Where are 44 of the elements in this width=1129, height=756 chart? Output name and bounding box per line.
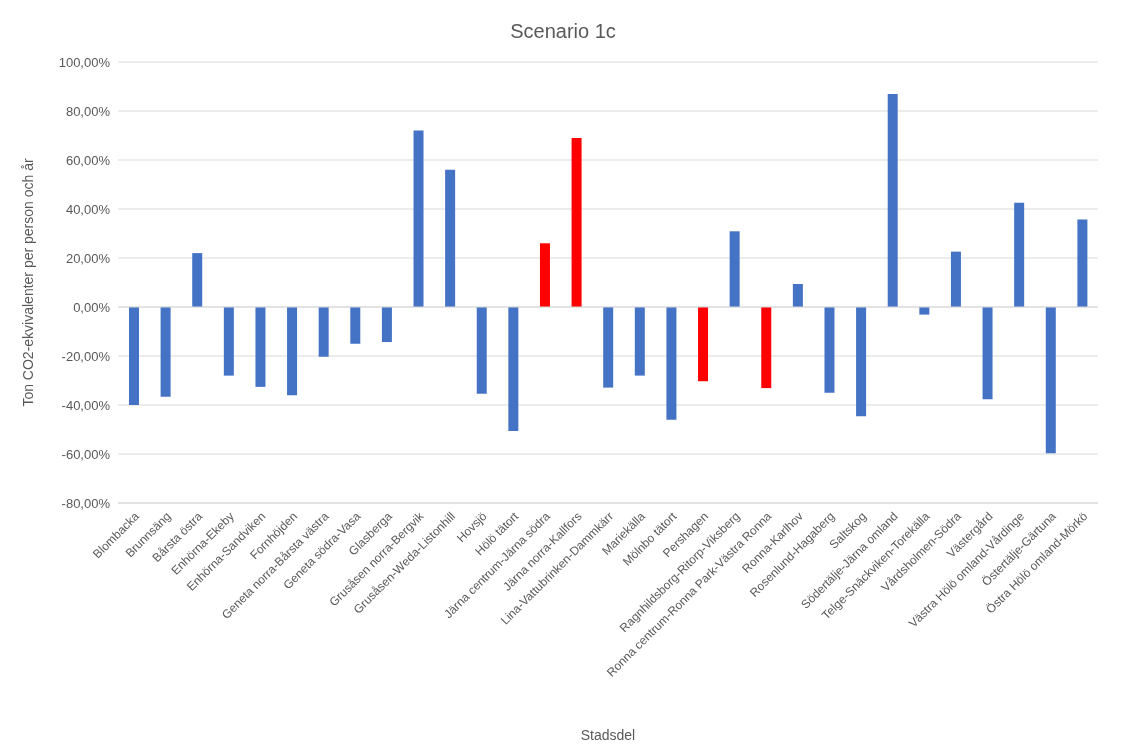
y-tick-label: 20,00%	[65, 250, 111, 266]
bar	[761, 307, 772, 389]
y-tick-label: -80,00%	[61, 495, 111, 511]
y-tick-label: 40,00%	[65, 201, 111, 217]
bar	[350, 307, 361, 344]
y-axis-title: Ton CO2-ekvivalenter per person och år	[19, 158, 36, 407]
bar	[287, 307, 298, 396]
bar	[950, 251, 961, 307]
bar	[634, 307, 645, 376]
bar	[982, 307, 993, 400]
bar	[476, 307, 487, 394]
bar	[1045, 307, 1056, 454]
bar	[160, 307, 171, 397]
bar	[508, 307, 519, 431]
y-tick-label: 80,00%	[65, 103, 111, 119]
bar	[856, 307, 867, 417]
bar	[1077, 219, 1088, 307]
y-tick-label: -60,00%	[61, 446, 111, 462]
bar	[792, 283, 803, 307]
bar	[698, 307, 709, 382]
bar	[666, 307, 677, 420]
chart-title: Scenario 1c	[509, 19, 617, 44]
y-tick-label: 100,00%	[58, 54, 111, 70]
bar	[413, 130, 424, 307]
bar	[223, 307, 234, 376]
bar	[445, 169, 456, 307]
bar	[824, 307, 835, 393]
y-tick-label: -20,00%	[61, 348, 111, 364]
bar	[129, 307, 139, 405]
bar	[1014, 202, 1025, 307]
bar	[255, 307, 266, 387]
x-axis-title: Stadsdel	[580, 727, 636, 743]
bar	[729, 231, 740, 307]
bar	[539, 243, 550, 307]
bar	[919, 307, 930, 315]
bar	[603, 307, 614, 388]
bar	[571, 137, 582, 307]
y-tick-label: -40,00%	[61, 397, 111, 413]
y-tick-label: 0,00%	[73, 299, 111, 315]
y-tick-label: 60,00%	[65, 152, 111, 168]
bar	[887, 94, 898, 307]
bar	[192, 253, 203, 307]
bar	[318, 307, 329, 357]
bar	[381, 307, 392, 343]
